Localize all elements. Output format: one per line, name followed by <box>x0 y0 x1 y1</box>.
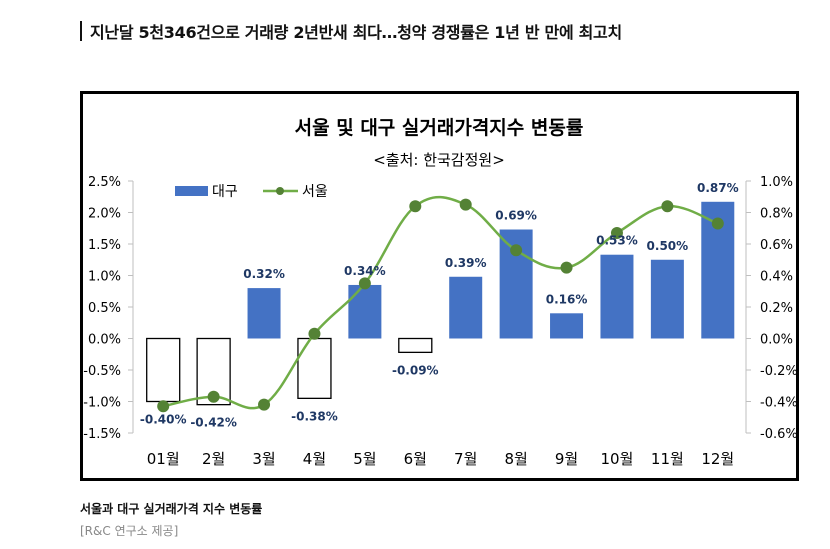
bar-daegu <box>297 337 332 399</box>
bar-data-labels: -0.40% -0.42% 0.32% -0.38% 0.34% -0.09% 0.39% 0… <box>140 181 739 430</box>
x-axis-label: 10월 <box>601 450 634 468</box>
line-point-seoul <box>308 327 321 340</box>
x-axis-label: 01월 <box>147 450 180 468</box>
right-axis-tick-label: -0.2% <box>760 364 796 379</box>
bar-data-label: -0.40% <box>140 413 187 427</box>
article-headline: 지난달 5천346건으로 거래량 2년반새 최다…청약 경쟁률은 1년 반 만에… <box>90 23 622 42</box>
x-axis-labels: 01월 2월 3월 4월 5월 6월 7월 8월 9월 10월 11월 12월 <box>147 450 734 468</box>
line-point-seoul <box>711 217 724 230</box>
x-axis-label: 3월 <box>252 450 275 468</box>
chart-frame: 서울 및 대구 실거래가격지수 변동률 <출처: 한국감정원> 2.5% 2.0%… <box>80 91 799 481</box>
bar-daegu <box>146 337 181 403</box>
right-axis-tick-label: 0.8% <box>760 207 793 222</box>
line-point-seoul <box>207 390 220 403</box>
bar-daegu <box>398 337 433 354</box>
bar-data-label: -0.09% <box>392 363 439 377</box>
right-axis-tick-label: 1.0% <box>760 175 793 190</box>
line-point-seoul <box>157 400 170 413</box>
line-point-seoul <box>661 200 674 213</box>
bar-data-label: 0.53% <box>596 234 638 248</box>
bar-daegu <box>650 259 684 339</box>
line-series-seoul <box>157 195 724 413</box>
x-axis-label: 9월 <box>555 450 578 468</box>
x-axis-label: 4월 <box>303 450 326 468</box>
chart: 서울 및 대구 실거래가격지수 변동률 <출처: 한국감정원> 2.5% 2.0%… <box>83 117 798 468</box>
chart-title: 서울 및 대구 실거래가격지수 변동률 <box>295 117 584 139</box>
x-axis-label: 6월 <box>404 450 427 468</box>
left-axis-tick-label: -0.5% <box>83 364 121 379</box>
line-path-seoul <box>162 195 719 410</box>
left-axis-tick-label: 0.5% <box>88 301 121 316</box>
left-axis-tick-label: -1.5% <box>83 427 121 442</box>
legend: 대구 서울 <box>175 184 328 200</box>
x-axis-label: 12월 <box>701 450 734 468</box>
chart-panel: 서울 및 대구 실거래가격지수 변동률 <출처: 한국감정원> 2.5% 2.0%… <box>83 94 798 478</box>
left-axis-tick-label: 1.5% <box>88 238 121 253</box>
bar-data-label: 0.34% <box>344 264 386 278</box>
left-axis-tick-label: 2.0% <box>88 207 121 222</box>
bar-data-label: 0.32% <box>243 267 285 281</box>
x-axis-label: 5월 <box>353 450 376 468</box>
headline-marker <box>80 21 82 41</box>
x-axis-label: 7월 <box>454 450 477 468</box>
right-axis-tick-label: 0.2% <box>760 301 793 316</box>
right-axis-tick-label: 0.4% <box>760 270 793 285</box>
image-credit: [R&C 연구소 제공] <box>80 524 179 538</box>
line-point-seoul <box>358 277 371 290</box>
bar-daegu <box>600 254 634 339</box>
line-point-seoul <box>409 200 422 213</box>
bar-data-label: 0.39% <box>445 256 487 270</box>
x-axis-label: 8월 <box>504 450 527 468</box>
bar-daegu <box>550 313 584 339</box>
bar-daegu <box>348 284 382 339</box>
left-axis-tick-label: -1.0% <box>83 396 121 411</box>
legend-swatch-daegu <box>175 186 208 196</box>
chart-subtitle: <출처: 한국감정원> <box>373 151 505 169</box>
right-axis-tick-label: 0.6% <box>760 238 793 253</box>
left-axis-tick-label: 2.5% <box>88 175 121 190</box>
line-point-seoul <box>258 398 271 411</box>
right-axis-tick-label: -0.6% <box>760 427 796 442</box>
left-axis-tick-label: 0.0% <box>88 333 121 348</box>
right-axis-tick-label: -0.4% <box>760 396 796 411</box>
bar-data-label: -0.38% <box>291 409 338 423</box>
bar-series-daegu <box>146 201 735 406</box>
line-point-seoul <box>560 261 573 274</box>
right-axis-tick-label: 0.0% <box>760 333 793 348</box>
line-point-seoul <box>459 198 472 211</box>
line-point-seoul <box>510 244 523 257</box>
x-axis-label: 2월 <box>202 450 225 468</box>
bar-daegu <box>247 288 281 339</box>
legend-label-daegu: 대구 <box>212 184 238 200</box>
bar-data-label: 0.87% <box>697 181 739 195</box>
legend-marker-seoul <box>276 187 284 195</box>
bar-data-label: 0.69% <box>495 209 537 223</box>
left-axis-tick-label: 1.0% <box>88 270 121 285</box>
line-point-seoul <box>610 226 623 239</box>
bar-data-label: -0.42% <box>190 416 237 430</box>
x-axis-label: 11월 <box>651 450 684 468</box>
bar-data-label: 0.50% <box>647 239 689 253</box>
image-caption: 서울과 대구 실거래가격 지수 변동률 <box>80 502 263 516</box>
right-axis: 1.0% 0.8% 0.6% 0.4% 0.2% 0.0% -0.2% -0.4% -0.6% <box>745 175 798 442</box>
legend-label-seoul: 서울 <box>302 184 328 200</box>
bar-daegu <box>449 276 483 339</box>
left-axis: 2.5% 2.0% 1.5% 1.0% 0.5% 0.0% -0.5% -1.0% -1.5% <box>83 175 134 442</box>
bar-data-label: 0.16% <box>546 292 588 306</box>
